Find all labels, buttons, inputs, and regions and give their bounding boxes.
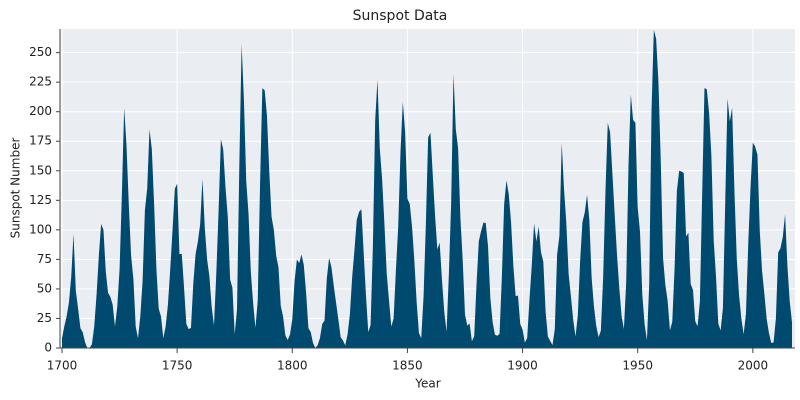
y-tick-label: 0 <box>44 341 52 355</box>
y-tick-label: 125 <box>29 193 52 207</box>
x-tick-label: 1850 <box>392 359 423 373</box>
y-tick-label: 175 <box>29 134 52 148</box>
x-tick-label: 2000 <box>738 359 769 373</box>
chart-title: Sunspot Data <box>353 8 448 24</box>
x-axis-label: Year <box>414 377 440 391</box>
x-tick-label: 1700 <box>47 359 78 373</box>
area <box>62 29 792 349</box>
x-tick-label: 1950 <box>622 359 653 373</box>
y-tick-label: 75 <box>37 252 52 266</box>
y-tick-label: 100 <box>29 222 52 236</box>
y-tick-label: 150 <box>29 163 52 177</box>
y-tick-label: 50 <box>37 281 52 295</box>
x-tick-label: 1900 <box>507 359 538 373</box>
x-tick-label: 1800 <box>277 359 308 373</box>
y-tick-label: 225 <box>29 75 52 89</box>
x-tick-label: 1750 <box>162 359 193 373</box>
y-tick-label: 250 <box>29 45 52 59</box>
y-tick-label: 25 <box>37 311 52 325</box>
y-tick-label: 200 <box>29 104 52 118</box>
y-axis-label: Sunspot Number <box>9 138 23 239</box>
